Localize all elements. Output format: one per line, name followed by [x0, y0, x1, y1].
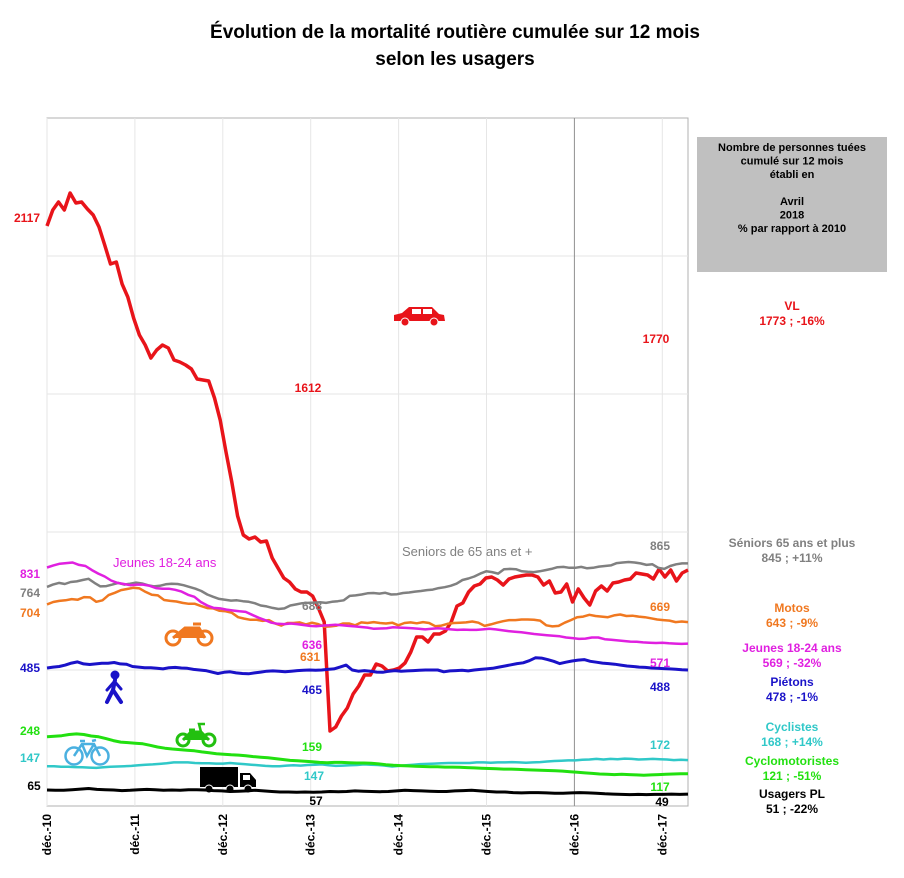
- x-tick-label: déc.-13: [304, 814, 318, 856]
- legend-name-cyclo: Cyclomotoristes: [745, 754, 839, 768]
- data-label-vl: 2117: [14, 211, 40, 225]
- data-label-vl: 1612: [295, 381, 322, 395]
- series-line-pl: [46, 787, 689, 797]
- x-tick-label: déc.-14: [392, 814, 406, 856]
- data-label-pl: 49: [655, 795, 669, 809]
- data-label-motos: 704: [20, 606, 40, 620]
- legend-name-cyclistes: Cyclistes: [766, 720, 819, 734]
- legend-name-vl: VL: [784, 299, 799, 313]
- series-lines: [45, 191, 689, 797]
- legend-name-jeunes: Jeunes 18-24 ans: [742, 641, 842, 655]
- moped-icon: [175, 722, 217, 748]
- x-tick-label: déc.-15: [480, 814, 494, 856]
- data-label-pietons: 465: [302, 683, 322, 697]
- bicycle-icon: [64, 738, 110, 766]
- data-label-pl: 57: [309, 794, 323, 808]
- series-line-motos: [46, 586, 689, 628]
- data-label-vl: 1770: [643, 332, 670, 346]
- motorcycle-icon: [164, 622, 214, 647]
- data-label-pietons: 488: [650, 680, 670, 694]
- info-box-line: Avril: [780, 196, 804, 208]
- info-box-line: % par rapport à 2010: [738, 223, 846, 235]
- info-box-line: cumulé sur 12 mois: [741, 156, 844, 168]
- data-label-motos: 669: [650, 600, 670, 614]
- data-label-seniors: 865: [650, 539, 670, 553]
- chart-title-line1: Évolution de la mortalité routière cumul…: [210, 21, 700, 43]
- legend-value-pietons: 478 ; -1%: [766, 690, 818, 704]
- plot-grid: [46, 117, 689, 807]
- legend-value-seniors: 845 ; +11%: [761, 551, 822, 565]
- data-label-jeunes: 571: [650, 656, 670, 670]
- data-label-jeunes: 636: [302, 638, 322, 652]
- data-label-cyclo: 159: [302, 740, 322, 754]
- data-label-pietons: 485: [20, 661, 40, 675]
- legend-value-vl: 1773 ; -16%: [759, 314, 825, 328]
- icon-layer: [64, 307, 445, 794]
- info-box-line: Nombre de personnes tuées: [718, 142, 866, 154]
- legend-value-cyclistes: 168 ; +14%: [761, 735, 823, 749]
- inline-label-seniors: Seniors de 65 ans et +: [402, 544, 532, 559]
- inline-label-jeunes: Jeunes 18-24 ans: [113, 555, 217, 570]
- car-icon: [394, 307, 445, 327]
- x-tick-label: déc.-16: [567, 814, 581, 856]
- x-tick-label: déc.-17: [655, 814, 669, 856]
- series-line-cyclo: [46, 732, 688, 777]
- legend-name-pl: Usagers PL: [759, 787, 825, 801]
- plot-frame: [46, 117, 689, 807]
- legend-value-motos: 643 ; -9%: [766, 616, 818, 630]
- truck-icon: [200, 767, 256, 794]
- x-tick-label: déc.-10: [40, 814, 54, 856]
- series-line-vl: [45, 191, 689, 733]
- info-box-line: établi en: [770, 169, 815, 181]
- legend-value-pl: 51 ; -22%: [766, 802, 818, 816]
- series-line-jeunes: [46, 561, 689, 646]
- data-label-cyclistes: 147: [304, 769, 324, 783]
- info-box-background: [697, 137, 887, 272]
- info-box-line: 2018: [780, 210, 804, 222]
- data-label-cyclo: 248: [20, 724, 40, 738]
- data-label-cyclistes: 147: [20, 751, 40, 765]
- x-tick-label: déc.-11: [128, 814, 142, 855]
- x-tick-label: déc.-12: [216, 814, 230, 856]
- pedestrian-icon: [105, 670, 123, 704]
- data-label-pl: 65: [27, 779, 41, 793]
- legend-value-cyclo: 121 ; -51%: [763, 769, 822, 783]
- data-label-motos: 631: [300, 650, 320, 664]
- series-line-pietons: [46, 656, 689, 676]
- legend-name-seniors: Séniors 65 ans et plus: [729, 536, 856, 550]
- data-label-cyclo: 117: [650, 780, 670, 794]
- legend-name-pietons: Piétons: [770, 675, 814, 689]
- legend-value-jeunes: 569 ; -32%: [763, 656, 822, 670]
- legend-name-motos: Motos: [774, 601, 810, 615]
- data-label-cyclistes: 172: [650, 738, 670, 752]
- chart-title-line2: selon les usagers: [375, 49, 534, 70]
- info-box: Nombre de personnes tuées cumulé sur 12 m…: [697, 137, 887, 272]
- data-label-jeunes: 831: [20, 567, 40, 581]
- data-label-seniors: 688: [302, 599, 322, 613]
- x-axis-ticks: déc.-10 déc.-11 déc.-12 déc.-13 déc.-14 déc.-…: [40, 814, 669, 856]
- data-label-seniors: 764: [20, 586, 40, 600]
